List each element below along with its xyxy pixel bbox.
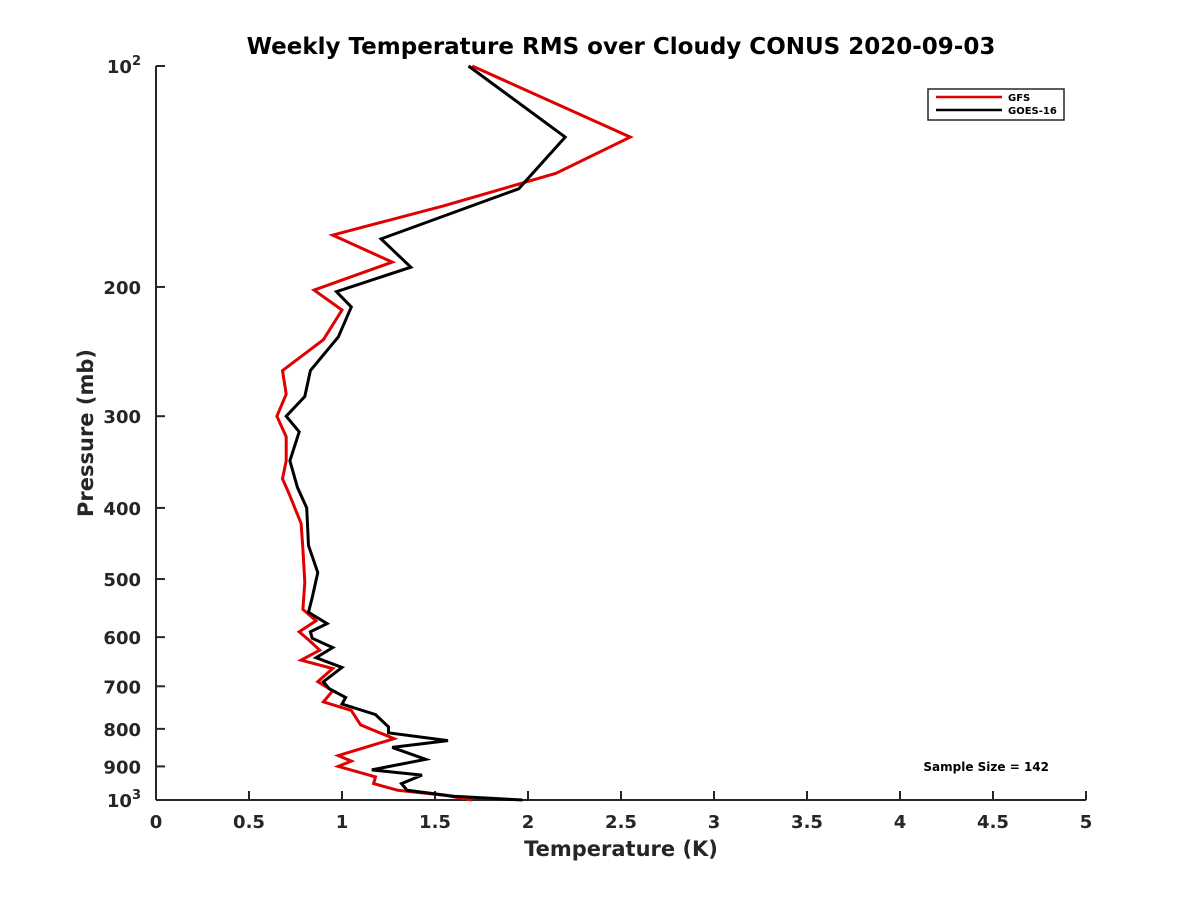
x-tick-label-0: 0	[150, 812, 163, 833]
x-tick-label-1: 1	[336, 812, 349, 833]
y-tick-label-700: 700	[103, 677, 141, 698]
y-tick-label-500: 500	[103, 570, 141, 591]
x-tick-label-2-5: 2.5	[605, 812, 637, 833]
y-ticks: 102 200 300 400 500 600 700 800 900 103	[103, 54, 165, 812]
y-tick-label-400: 400	[103, 499, 141, 520]
y-tick-label-900: 900	[103, 757, 141, 778]
x-tick-label-3: 3	[708, 812, 721, 833]
plot-area: 0 0.5 1 1.5 2 2.5 3 3.5 4 4.5 5 102 200 300 400 500 600…	[103, 54, 1092, 833]
y-tick-label-800: 800	[103, 720, 141, 741]
y-tick-label-600: 600	[103, 628, 141, 649]
x-tick-label-2: 2	[522, 812, 535, 833]
legend: GFS GOES-16	[927, 88, 1065, 121]
y-axis-label: Pressure (mb)	[74, 349, 98, 517]
x-tick-label-0-5: 0.5	[233, 812, 265, 833]
series-line-goes-16	[284, 64, 568, 802]
x-ticks: 0 0.5 1 1.5 2 2.5 3 3.5 4 4.5 5	[150, 791, 1093, 833]
y-tick-label-1000: 103	[107, 788, 141, 812]
x-axis-label: Temperature (K)	[524, 837, 718, 861]
sample-size-annotation: Sample Size = 142	[923, 760, 1049, 774]
chart-title: Weekly Temperature RMS over Cloudy CONUS…	[247, 34, 996, 60]
y-tick-label-100: 102	[107, 54, 141, 78]
series-line-gfs	[275, 64, 634, 802]
y-tick-label-200: 200	[103, 278, 141, 299]
legend-label-gfs: GFS	[1008, 93, 1030, 104]
legend-box	[927, 88, 1065, 121]
x-tick-label-1-5: 1.5	[419, 812, 451, 833]
y-tick-label-300: 300	[103, 407, 141, 428]
legend-label-goes-16: GOES-16	[1008, 106, 1057, 117]
x-tick-label-4: 4	[894, 812, 907, 833]
series-lines	[275, 64, 634, 802]
x-tick-label-5: 5	[1080, 812, 1093, 833]
x-tick-label-4-5: 4.5	[977, 812, 1009, 833]
x-tick-label-3-5: 3.5	[791, 812, 823, 833]
